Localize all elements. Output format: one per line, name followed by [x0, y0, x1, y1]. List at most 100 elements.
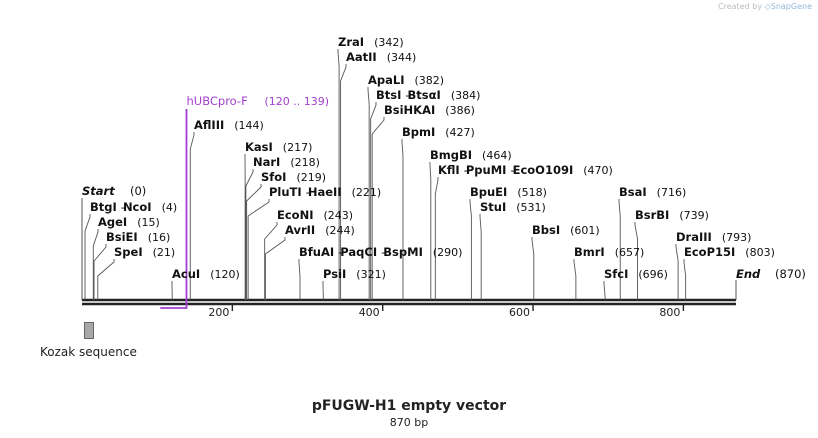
site-name: PaqCI: [340, 245, 377, 259]
restriction-site[interactable]: [479, 214, 482, 300]
restriction-site[interactable]: [634, 222, 638, 300]
kozak-sequence-label: Kozak sequence: [40, 345, 137, 359]
site-separator: -: [464, 163, 468, 177]
restriction-site[interactable]: [401, 139, 404, 300]
site-connector-line: [337, 49, 340, 300]
site-name: AcuI: [172, 267, 200, 281]
site-name: BsrBI: [635, 208, 669, 222]
restriction-site[interactable]: [675, 244, 679, 300]
site-name: EcoO109I: [513, 163, 574, 177]
primer-arrow: [160, 109, 188, 309]
end-label: End: [736, 267, 761, 281]
site-connector-line: [603, 281, 606, 300]
site-name: BmgBI: [430, 148, 472, 162]
site-separator: -: [121, 200, 125, 214]
site-position: (739): [679, 209, 709, 222]
site-name: EcoNI: [277, 208, 313, 222]
restriction-site[interactable]: [337, 49, 340, 300]
site-position: (344): [387, 51, 417, 64]
site-name: BtsI: [376, 88, 401, 102]
site-position: (342): [374, 36, 404, 49]
site-name: KasI: [245, 140, 273, 154]
site-name: NcoI: [123, 200, 152, 214]
site-connector-line: [531, 237, 535, 300]
site-name: PpuMI: [466, 163, 507, 177]
site-connector-line: [298, 259, 301, 300]
restriction-site[interactable]: [429, 162, 432, 300]
site-position: (218): [290, 156, 320, 169]
credit-brand: SnapGene: [770, 2, 812, 11]
site-connector-line: [264, 222, 278, 300]
site-position: (4): [162, 201, 178, 214]
site-position: (219): [296, 171, 326, 184]
restriction-site[interactable]: [531, 237, 535, 300]
site-position: (386): [445, 104, 475, 117]
site-position: (470): [583, 164, 613, 177]
site-connector-line: [264, 237, 286, 300]
site-connector-line: [92, 229, 99, 300]
restriction-site[interactable]: [573, 259, 577, 300]
site-connector-line: [367, 87, 370, 300]
site-name: SfcI: [604, 267, 628, 281]
restriction-site[interactable]: [603, 281, 606, 300]
site-connector-line: [401, 139, 404, 300]
site-position: (16): [148, 231, 171, 244]
site-name: BpmI: [402, 125, 435, 139]
axis-tick-label: 800: [659, 306, 680, 319]
restriction-site[interactable]: [683, 259, 687, 300]
site-separator: -: [405, 88, 409, 102]
site-connector-line: [429, 162, 432, 300]
restriction-site[interactable]: [84, 214, 91, 300]
site-connector-line: [618, 199, 621, 300]
site-name: SfoI: [261, 170, 286, 184]
site-position: (464): [482, 149, 512, 162]
site-position: (382): [415, 74, 445, 87]
site-name: HaeII: [308, 185, 342, 199]
site-name: BsaI: [619, 185, 647, 199]
restriction-site[interactable]: [618, 199, 621, 300]
site-position: (244): [325, 224, 355, 237]
site-position: (21): [153, 246, 176, 259]
restriction-site[interactable]: [264, 222, 278, 300]
restriction-site[interactable]: [340, 64, 347, 300]
restriction-site[interactable]: [245, 169, 254, 300]
axis-tick-label: 400: [359, 306, 380, 319]
restriction-site[interactable]: [367, 87, 370, 300]
site-connector-line: [84, 214, 91, 300]
restriction-site[interactable]: [93, 244, 107, 300]
site-position: (531): [516, 201, 546, 214]
restriction-site[interactable]: [370, 102, 377, 300]
site-name: SpeI: [114, 245, 143, 259]
restriction-site[interactable]: [298, 259, 301, 300]
site-name: KflI: [438, 163, 460, 177]
site-position: (321): [356, 268, 386, 281]
restriction-site[interactable]: [247, 199, 270, 300]
site-connector-line: [675, 244, 679, 300]
end-position: (870): [775, 267, 806, 281]
restriction-site[interactable]: [371, 117, 385, 300]
site-connector-line: [245, 169, 254, 300]
start-position: (0): [130, 184, 146, 198]
kozak-sequence-feature[interactable]: [84, 322, 94, 339]
site-position: (716): [657, 186, 687, 199]
site-name: BpuEI: [470, 185, 507, 199]
primer-range: (120 .. 139): [264, 95, 329, 108]
restriction-site[interactable]: [434, 177, 439, 300]
credit-prefix: Created by: [718, 2, 763, 11]
site-name: AvrII: [285, 223, 315, 237]
site-position: (793): [722, 231, 752, 244]
start-label: Start: [82, 184, 115, 198]
restriction-site[interactable]: [92, 229, 99, 300]
site-connector-line: [634, 222, 638, 300]
restriction-site[interactable]: [469, 199, 472, 300]
restriction-site[interactable]: [264, 237, 286, 300]
restriction-site[interactable]: [246, 184, 262, 300]
site-separator: -: [338, 245, 342, 259]
restriction-site[interactable]: [97, 259, 115, 300]
site-name: EcoP15I: [684, 245, 735, 259]
site-connector-line: [371, 117, 385, 300]
restriction-site[interactable]: [189, 132, 195, 300]
site-position: (384): [451, 89, 481, 102]
site-name: PsiI: [323, 267, 346, 281]
